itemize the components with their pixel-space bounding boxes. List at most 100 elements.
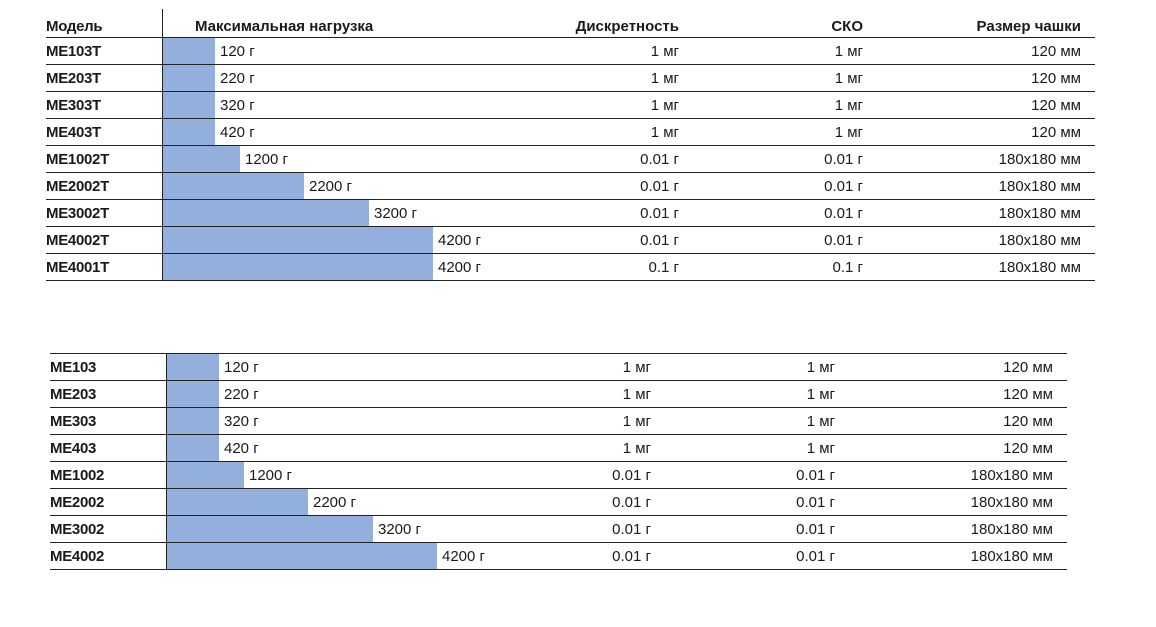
max-load-cell: 220 г xyxy=(166,380,477,408)
pan-size-cell: 180x180 мм xyxy=(863,226,1095,254)
readability-cell: 1 мг xyxy=(505,118,679,146)
load-label: 120 г xyxy=(220,42,255,60)
header-pan-size: Размер чашки xyxy=(863,9,1095,38)
load-label: 220 г xyxy=(220,69,255,87)
repeatability-cell: 0.01 г xyxy=(651,515,835,543)
pan-size-cell: 180x180 мм xyxy=(863,172,1095,200)
load-label: 120 г xyxy=(224,358,259,376)
readability-cell: 1 мг xyxy=(477,380,651,408)
pan-size-cell: 120 мм xyxy=(863,64,1095,92)
load-label: 4200 г xyxy=(438,231,482,249)
load-bar xyxy=(163,146,240,172)
load-bar xyxy=(167,516,373,542)
max-load-cell: 4200 г xyxy=(166,542,485,570)
repeatability-cell: 1 мг xyxy=(651,353,835,381)
load-label: 2200 г xyxy=(309,177,353,195)
readability-cell: 0.1 г xyxy=(505,253,679,281)
pan-size-cell: 180x180 мм xyxy=(863,199,1095,227)
table-header-row: Модель Максимальная нагрузка Дискретност… xyxy=(46,9,1095,38)
pan-size-cell: 120 мм xyxy=(835,407,1067,435)
load-label: 3200 г xyxy=(374,204,418,222)
readability-cell: 0.01 г xyxy=(477,515,651,543)
model-cell: ME3002 xyxy=(50,515,167,543)
load-bar xyxy=(167,543,437,569)
load-label: 1200 г xyxy=(249,466,293,484)
readability-cell: 1 мг xyxy=(505,91,679,119)
model-cell: ME103T xyxy=(46,37,163,65)
model-cell: ME2002T xyxy=(46,172,163,200)
max-load-cell: 2200 г xyxy=(162,172,505,200)
model-cell: ME4002T xyxy=(46,226,163,254)
load-label: 420 г xyxy=(220,123,255,141)
load-bar xyxy=(167,354,219,380)
readability-cell: 0.01 г xyxy=(505,172,679,200)
table-row: ME1002T 1200 г 0.01 г 0.01 г 180x180 мм xyxy=(46,145,1095,173)
model-cell: ME303T xyxy=(46,91,163,119)
max-load-cell: 320 г xyxy=(166,407,477,435)
table-row: ME2002T 2200 г 0.01 г 0.01 г 180x180 мм xyxy=(46,172,1095,200)
repeatability-cell: 1 мг xyxy=(679,64,863,92)
table-row: ME2002 2200 г 0.01 г 0.01 г 180x180 мм xyxy=(50,488,1067,516)
load-label: 420 г xyxy=(224,439,259,457)
readability-cell: 0.01 г xyxy=(477,461,651,489)
load-label: 4200 г xyxy=(442,547,486,565)
table-row: ME4002 4200 г 0.01 г 0.01 г 180x180 мм xyxy=(50,542,1067,570)
model-cell: ME403T xyxy=(46,118,163,146)
readability-cell: 0.01 г xyxy=(505,226,679,254)
pan-size-cell: 180x180 мм xyxy=(863,145,1095,173)
max-load-cell: 120 г xyxy=(166,353,477,381)
load-bar xyxy=(167,435,219,461)
readability-cell: 0.01 г xyxy=(505,145,679,173)
readability-cell: 0.01 г xyxy=(505,199,679,227)
model-cell: ME1002 xyxy=(50,461,167,489)
repeatability-cell: 0.01 г xyxy=(679,172,863,200)
load-label: 3200 г xyxy=(378,520,422,538)
max-load-cell: 320 г xyxy=(162,91,505,119)
max-load-cell: 2200 г xyxy=(166,488,477,516)
load-label: 1200 г xyxy=(245,150,289,168)
load-bar xyxy=(167,489,308,515)
pan-size-cell: 120 мм xyxy=(863,118,1095,146)
load-bar xyxy=(163,38,215,64)
repeatability-cell: 1 мг xyxy=(679,37,863,65)
model-cell: ME303 xyxy=(50,407,167,435)
repeatability-cell: 1 мг xyxy=(679,91,863,119)
model-cell: ME2002 xyxy=(50,488,167,516)
load-label: 2200 г xyxy=(313,493,357,511)
readability-cell: 0.01 г xyxy=(477,488,651,516)
pan-size-cell: 120 мм xyxy=(863,91,1095,119)
load-bar xyxy=(163,92,215,118)
max-load-cell: 1200 г xyxy=(162,145,505,173)
repeatability-cell: 0.01 г xyxy=(679,226,863,254)
load-bar xyxy=(163,227,433,253)
model-cell: ME203 xyxy=(50,380,167,408)
max-load-cell: 120 г xyxy=(162,37,505,65)
load-bar xyxy=(163,200,369,226)
max-load-cell: 3200 г xyxy=(166,515,477,543)
repeatability-cell: 0.01 г xyxy=(651,542,835,570)
pan-size-cell: 180x180 мм xyxy=(835,461,1067,489)
max-load-cell: 420 г xyxy=(166,434,477,462)
pan-size-cell: 120 мм xyxy=(863,37,1095,65)
repeatability-cell: 0.01 г xyxy=(679,199,863,227)
pan-size-cell: 120 мм xyxy=(835,353,1067,381)
max-load-cell: 220 г xyxy=(162,64,505,92)
max-load-cell: 4200 г xyxy=(162,253,505,281)
pan-size-cell: 180x180 мм xyxy=(835,488,1067,516)
pan-size-cell: 180x180 мм xyxy=(835,542,1067,570)
model-cell: ME3002T xyxy=(46,199,163,227)
repeatability-cell: 0.01 г xyxy=(679,145,863,173)
header-max-load: Максимальная нагрузка xyxy=(162,9,505,38)
max-load-cell: 4200 г xyxy=(162,226,505,254)
model-cell: ME4002 xyxy=(50,542,167,570)
model-cell: ME4001T xyxy=(46,253,163,281)
pan-size-cell: 120 мм xyxy=(835,380,1067,408)
table-row: ME3002 3200 г 0.01 г 0.01 г 180x180 мм xyxy=(50,515,1067,543)
